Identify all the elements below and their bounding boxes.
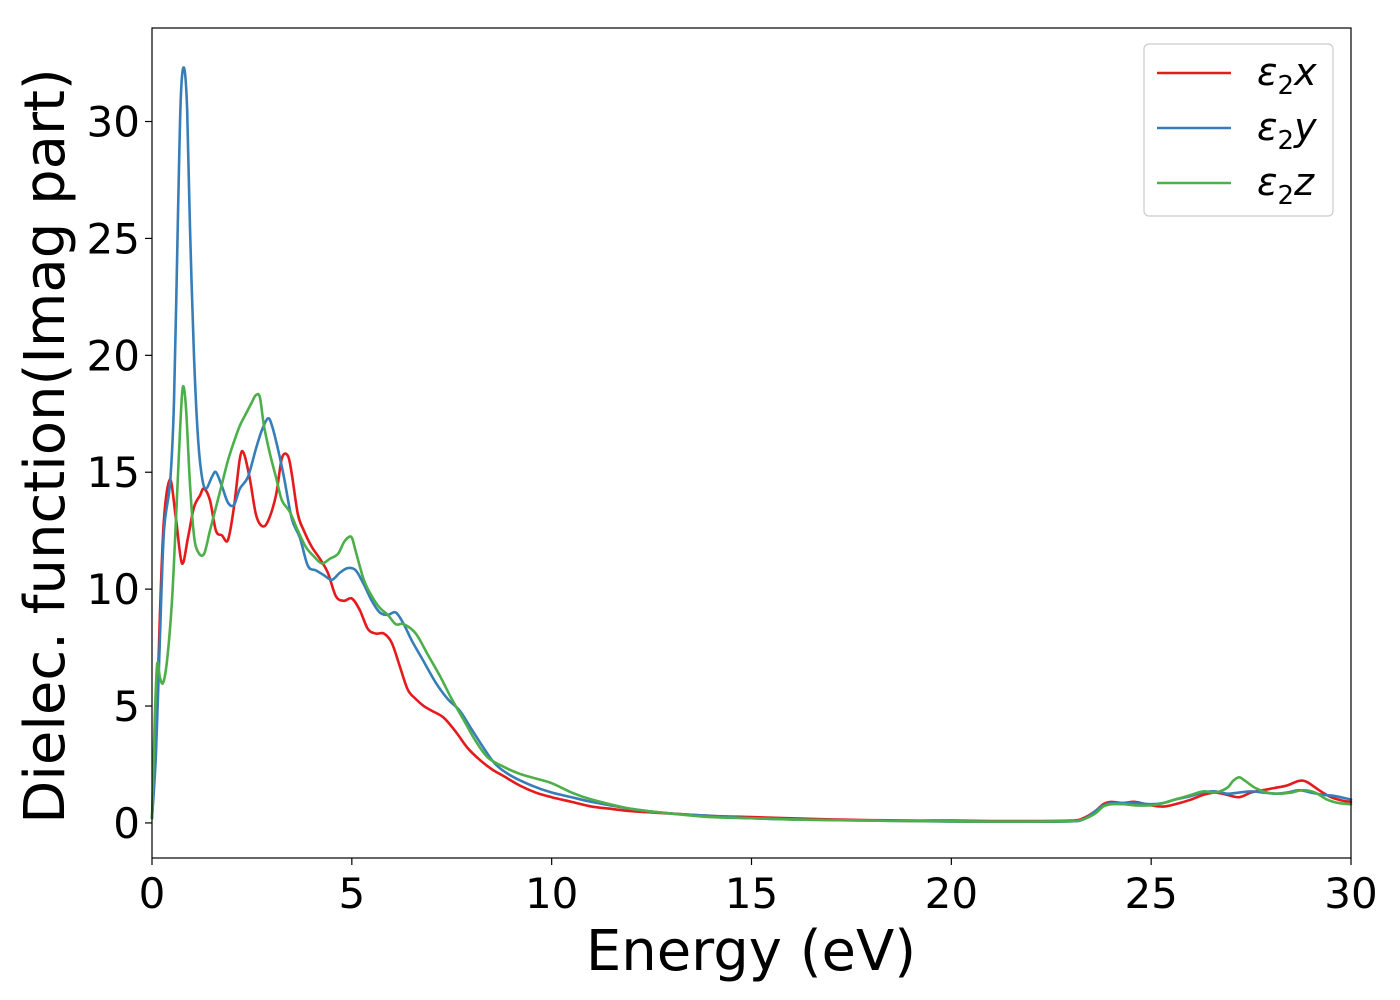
y-tick-label: 5 <box>113 682 140 731</box>
y-tick-label: 30 <box>87 98 140 147</box>
x-tick-label: 15 <box>725 869 778 918</box>
legend-box <box>1143 43 1334 217</box>
y-tick-label: 20 <box>87 331 140 380</box>
x-tick-label: 10 <box>525 869 578 918</box>
x-axis: 0 5 10 15 20 25 30 <box>139 858 1378 918</box>
y-axis-label: Dielec. function(Imag part) <box>13 68 78 824</box>
legend-label-z: ε2z <box>1257 160 1315 211</box>
y-tick-label: 25 <box>87 214 140 263</box>
y-tick-label: 15 <box>87 448 140 497</box>
x-tick-label: 30 <box>1324 869 1377 918</box>
x-tick-label: 25 <box>1124 869 1177 918</box>
x-tick-label: 5 <box>338 869 365 918</box>
legend-label-x: ε2x <box>1257 50 1317 101</box>
legend-label-y: ε2y <box>1257 105 1317 156</box>
x-tick-label: 20 <box>925 869 978 918</box>
series-line-x <box>150 449 1353 823</box>
series-line-z <box>150 384 1353 823</box>
data-lines <box>150 66 1353 824</box>
y-tick-label: 0 <box>113 799 140 848</box>
y-tick-label: 10 <box>87 565 140 614</box>
x-axis-label: Energy (eV) <box>586 919 916 984</box>
y-axis: 0 5 10 15 20 25 30 <box>87 98 152 848</box>
x-tick-label: 0 <box>139 869 166 918</box>
